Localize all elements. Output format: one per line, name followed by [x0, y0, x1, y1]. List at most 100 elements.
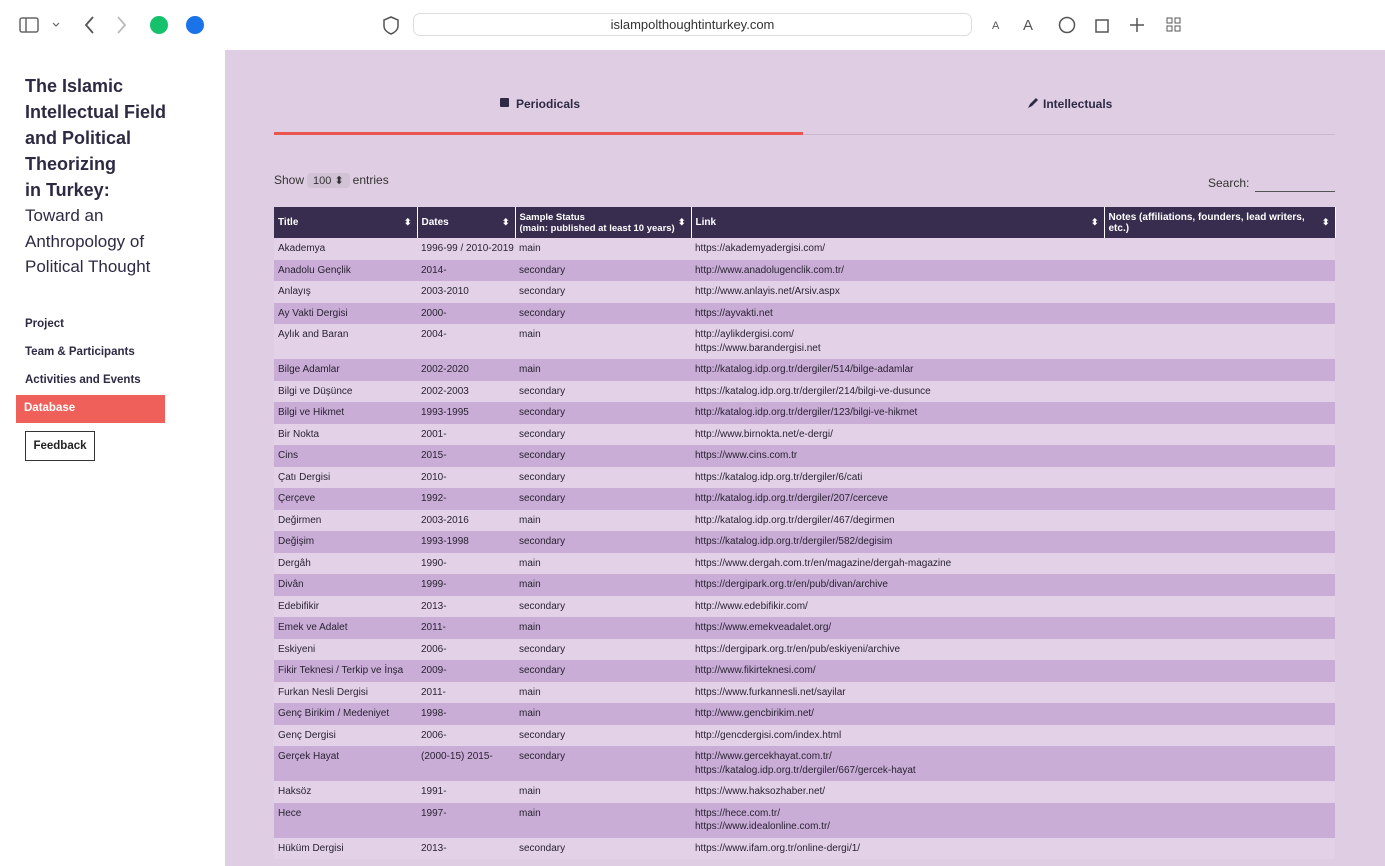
- link[interactable]: https://www.ifam.org.tr/online-dergi/1/: [695, 842, 861, 854]
- link[interactable]: http://aylikdergisi.com/: [695, 329, 794, 340]
- sort-icon[interactable]: ⬍: [501, 217, 510, 227]
- link[interactable]: http://www.edebifikir.com/: [695, 600, 808, 612]
- cell-notes: [1104, 359, 1335, 381]
- address-bar[interactable]: islampolthoughtinturkey.com: [413, 13, 972, 36]
- cell-dates: 1993-1995: [417, 402, 515, 424]
- sort-icon[interactable]: ⬍: [1321, 217, 1330, 227]
- cell-dates: 1993-1998: [417, 531, 515, 553]
- link[interactable]: https://dergipark.org.tr/en/pub/divan/ar…: [695, 579, 888, 590]
- nav-link[interactable]: Team & Participants: [25, 346, 135, 358]
- cell-link: http://www.birnokta.net/e-dergi/: [691, 423, 1104, 445]
- cell-link: http://www.gencbirikim.net/: [691, 703, 1104, 725]
- cell-dates: 2011-: [417, 681, 515, 703]
- link[interactable]: http://katalog.idp.org.tr/dergiler/467/d…: [695, 514, 895, 526]
- link[interactable]: https://www.barandergisi.net: [695, 342, 821, 354]
- length-menu: Show 100 ⬍ entries: [274, 173, 389, 188]
- tab-intellectuals[interactable]: Intellectuals: [1043, 97, 1113, 111]
- link[interactable]: http://www.gercekhayat.com.tr/: [695, 751, 832, 762]
- link[interactable]: https://katalog.idp.org.tr/dergiler/214/…: [695, 385, 931, 397]
- cell-status: secondary: [515, 660, 691, 682]
- cell-notes: [1104, 660, 1335, 682]
- cell-dates: 1991-: [417, 781, 515, 803]
- link[interactable]: http://www.fikirteknesi.com/: [695, 665, 816, 676]
- link[interactable]: https://www.idealonline.com.tr/: [695, 821, 831, 832]
- browser-toolbar: islampolthoughtinturkey.com A A: [0, 0, 1385, 50]
- cell-status: secondary: [515, 837, 691, 859]
- table-row: Bir Nokta 2001- secondary http://www.birnok…: [274, 423, 1335, 445]
- link[interactable]: https://hece.com.tr/: [695, 807, 781, 819]
- link[interactable]: http://www.birnokta.net/e-dergi/: [695, 428, 833, 440]
- search-label: Search:: [1208, 176, 1250, 190]
- sort-icon[interactable]: ⬍: [403, 217, 412, 227]
- column-header[interactable]: Sample Status (main: published at least 1…: [515, 207, 692, 238]
- nav-link[interactable]: Project: [25, 318, 64, 330]
- cell-status: main: [515, 238, 691, 260]
- cell-link: http://www.anadolugenclik.com.tr/: [691, 259, 1104, 281]
- cell-title: Dergâh: [274, 552, 417, 574]
- nav-link[interactable]: Activities and Events: [25, 374, 141, 386]
- cell-link: http://katalog.idp.org.tr/dergiler/123/b…: [691, 402, 1104, 424]
- sort-icon[interactable]: ⬍: [677, 217, 686, 227]
- cell-dates: 1999-: [417, 574, 515, 596]
- link[interactable]: http://katalog.idp.org.tr/dergiler/514/b…: [695, 364, 914, 375]
- link[interactable]: https://katalog.idp.org.tr/dergiler/667/…: [695, 764, 916, 776]
- link[interactable]: https://katalog.idp.org.tr/dergiler/582/…: [695, 536, 893, 547]
- column-header[interactable]: Notes (affiliations, founders, lead writ…: [1104, 207, 1336, 238]
- site-title-bold: and Political: [25, 128, 132, 148]
- link[interactable]: https://www.furkannesli.net/sayilar: [695, 686, 846, 698]
- column-header[interactable]: Dates ⬍: [417, 207, 516, 238]
- cell-dates: 2015-: [417, 445, 515, 467]
- cell-dates: 2006-: [417, 638, 515, 660]
- link[interactable]: https://katalog.idp.org.tr/dergiler/6/ca…: [695, 471, 863, 483]
- cell-status: secondary: [515, 531, 691, 553]
- tab-periodicals[interactable]: Periodicals: [516, 97, 581, 111]
- table-row: Dergâh 1990- main https://www.dergah.com.tr…: [274, 552, 1335, 574]
- table-row: Divân 1999- main https://dergipark.org.tr/e…: [274, 574, 1335, 596]
- cell-notes: [1104, 595, 1335, 617]
- cell-title: Değirmen: [274, 509, 417, 531]
- cell-title: Çatı Dergisi: [274, 466, 417, 488]
- cell-notes: [1104, 509, 1335, 531]
- table-row: Genç Birikim / Medeniyet 1998- main http://…: [274, 703, 1335, 725]
- table-row: Anadolu Gençlik 2014- secondary http://www.…: [274, 259, 1335, 281]
- feedback-button[interactable]: Feedback: [25, 431, 95, 461]
- site-title-light: Political Thought: [25, 257, 151, 276]
- sort-icon[interactable]: ⬍: [1090, 217, 1099, 227]
- link[interactable]: https://akademyadergisi.com/: [695, 243, 826, 254]
- cell-status: main: [515, 617, 691, 639]
- link[interactable]: https://www.dergah.com.tr/en/magazine/de…: [695, 557, 952, 569]
- cell-title: Anlayış: [274, 281, 417, 303]
- link[interactable]: http://www.anlayis.net/Arsiv.aspx: [695, 286, 840, 297]
- link[interactable]: https://dergipark.org.tr/en/pub/eskiyeni…: [695, 643, 901, 655]
- length-select[interactable]: 100 ⬍: [307, 173, 350, 188]
- link[interactable]: http://www.gencbirikim.net/: [695, 708, 814, 719]
- cell-link: http://katalog.idp.org.tr/dergiler/467/d…: [691, 509, 1104, 531]
- nav-link[interactable]: Database: [24, 402, 76, 414]
- cell-status: secondary: [515, 423, 691, 445]
- link[interactable]: http://katalog.idp.org.tr/dergiler/123/b…: [695, 407, 918, 418]
- cell-title: Cins: [274, 445, 417, 467]
- link[interactable]: https://www.emekveadalet.org/: [695, 622, 832, 633]
- svg-text:A: A: [992, 20, 1000, 32]
- link[interactable]: http://katalog.idp.org.tr/dergiler/207/c…: [695, 493, 888, 504]
- site-title-bold: Intellectual Field: [25, 102, 167, 122]
- cell-dates: 1992-: [417, 488, 515, 510]
- cell-status: main: [515, 802, 691, 838]
- site-title-bold: Theorizing: [25, 154, 116, 174]
- link[interactable]: https://www.cins.com.tr: [695, 450, 798, 461]
- link[interactable]: https://ayvakti.net: [695, 307, 773, 319]
- cell-status: main: [515, 324, 691, 359]
- cell-status: main: [515, 509, 691, 531]
- header-row: Title ⬍ Dates ⬍ Sample Status (main: publishe…: [274, 207, 1336, 238]
- cell-status: main: [515, 781, 691, 803]
- link[interactable]: http://gencdergisi.com/index.html: [695, 729, 842, 741]
- link[interactable]: http://www.anadolugenclik.com.tr/: [695, 264, 844, 276]
- column-header[interactable]: Title ⬍: [274, 207, 418, 238]
- search-input[interactable]: [1255, 191, 1335, 192]
- column-header[interactable]: Link ⬍: [691, 207, 1105, 238]
- cell-dates: 2001-: [417, 423, 515, 445]
- link[interactable]: https://www.haksozhaber.net/: [695, 786, 826, 797]
- cell-status: secondary: [515, 380, 691, 402]
- table-row: Aylık and Baran 2004- main http://aylikderg…: [274, 324, 1335, 359]
